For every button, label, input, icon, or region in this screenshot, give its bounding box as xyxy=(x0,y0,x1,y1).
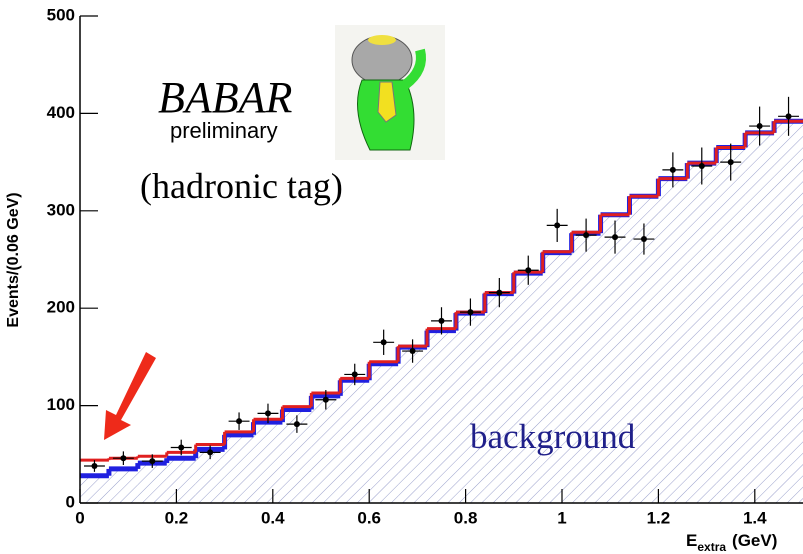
background-hatch xyxy=(484,293,514,503)
mascot-arm xyxy=(401,48,426,89)
x-tick-label: 1 xyxy=(557,508,566,527)
x-axis-label: Eextra (GeV) xyxy=(686,531,777,554)
data-point xyxy=(669,166,676,173)
annotation: (hadronic tag) xyxy=(140,166,343,206)
x-tick-label: 0.2 xyxy=(165,508,189,527)
mascot xyxy=(335,25,445,160)
data-point xyxy=(727,159,734,166)
y-tick-label: 100 xyxy=(47,395,75,414)
x-label-sub: extra xyxy=(697,540,726,554)
x-tick-label: 1.2 xyxy=(647,508,671,527)
x-label-unit: (GeV) xyxy=(732,531,777,550)
logo-text: BABAR xyxy=(158,73,293,122)
logo-note: preliminary xyxy=(170,118,278,143)
background-hatch xyxy=(369,363,399,503)
background-hatch xyxy=(224,434,254,503)
background-hatch xyxy=(427,330,456,503)
data-point xyxy=(612,234,619,241)
background-hatch xyxy=(455,313,485,503)
x-label-main: E xyxy=(686,531,697,550)
data-point xyxy=(178,444,185,451)
data-point xyxy=(698,162,705,169)
data-point xyxy=(409,348,416,355)
data-point xyxy=(438,317,445,324)
background-hatch xyxy=(687,163,717,503)
background-hatch xyxy=(398,347,428,503)
data-point xyxy=(293,421,300,428)
background-hatch xyxy=(571,233,601,503)
data-point xyxy=(583,232,590,239)
data-point xyxy=(120,455,127,462)
background-hatch xyxy=(600,214,630,504)
y-tick-label: 400 xyxy=(47,103,75,122)
background-hatch xyxy=(108,468,138,503)
data-point xyxy=(785,113,792,120)
background-hatch xyxy=(774,121,803,503)
mascot-tie xyxy=(377,81,397,123)
background-hatch xyxy=(340,380,370,503)
y-tick-label: 500 xyxy=(47,5,75,24)
x-tick-label: 0.8 xyxy=(454,508,478,527)
background-hatch xyxy=(513,273,543,503)
data-point xyxy=(322,396,329,403)
data-point xyxy=(207,449,214,456)
background-hatch xyxy=(137,463,167,503)
y-tick-label: 300 xyxy=(47,200,75,219)
background-hatch xyxy=(542,252,572,503)
mascot-crown xyxy=(368,35,396,45)
data-point xyxy=(496,289,503,296)
y-tick-label: 200 xyxy=(47,298,75,317)
background-hatch xyxy=(80,475,109,503)
x-tick-label: 1.4 xyxy=(743,508,767,527)
x-tick-label: 0.4 xyxy=(261,508,285,527)
x-tick-label: 0 xyxy=(75,508,84,527)
data-point xyxy=(149,458,156,465)
data-point xyxy=(467,309,474,316)
data-point xyxy=(640,236,647,243)
y-tick-label: 0 xyxy=(66,492,75,511)
background-hatch xyxy=(716,147,746,504)
x-tick-label: 0.6 xyxy=(357,508,381,527)
y-axis-label: Events/(0.06 GeV) xyxy=(5,192,22,327)
background-annotation: background xyxy=(470,417,636,456)
data-point xyxy=(264,410,271,417)
data-point xyxy=(380,339,387,346)
background-hatch xyxy=(166,458,196,503)
background-hatch xyxy=(745,132,775,503)
arrow xyxy=(104,352,156,440)
data-point xyxy=(351,371,358,378)
data-point xyxy=(525,267,532,274)
data-point xyxy=(756,123,763,130)
background-hatch xyxy=(658,178,688,503)
data-point xyxy=(236,418,243,425)
background-hatch xyxy=(311,395,341,503)
background-hatch xyxy=(253,422,283,503)
data-point xyxy=(554,222,561,229)
data-point xyxy=(91,462,98,469)
